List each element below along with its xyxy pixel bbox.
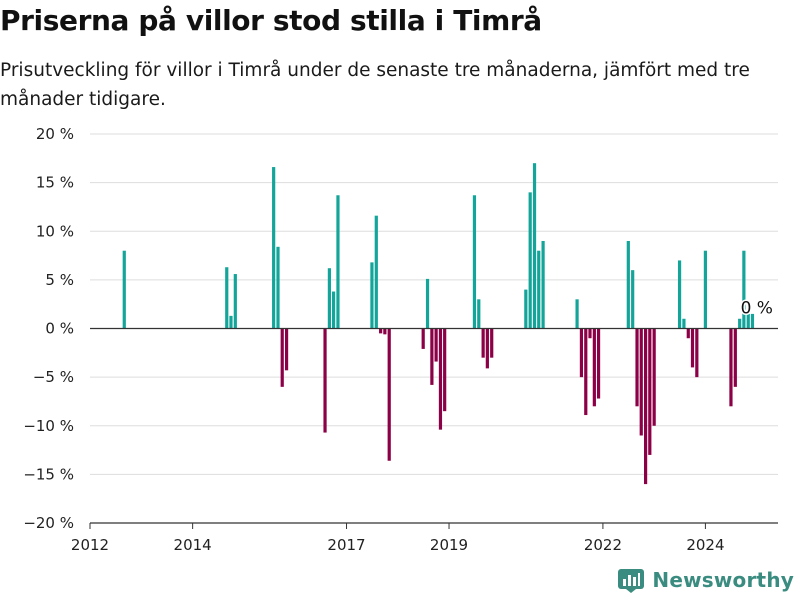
bar xyxy=(443,328,447,412)
x-tick-label: 2014 xyxy=(174,536,212,554)
tick-labels: 20 % 15 % 10 % 5 % 0 % −5 % −10 % −15 % −20 % 201… xyxy=(23,125,724,554)
bar xyxy=(272,167,276,329)
chart-subtitle: Prisutveckling för villor i Timrå under … xyxy=(0,60,750,110)
bar xyxy=(677,260,682,329)
y-tick-label: −15 % xyxy=(23,465,74,483)
bar xyxy=(229,315,233,329)
y-tick-label: 0 % xyxy=(45,320,74,338)
y-tick-label: −20 % xyxy=(23,514,74,532)
bar xyxy=(592,328,596,407)
bar xyxy=(374,215,378,329)
chart-title: Priserna på villor stod stilla i Timrå xyxy=(0,4,542,37)
y-tick-label: 15 % xyxy=(36,174,74,192)
bar xyxy=(626,240,630,329)
bar xyxy=(682,318,686,329)
bar xyxy=(703,250,708,329)
bar xyxy=(370,262,374,329)
bar xyxy=(575,299,579,329)
bar xyxy=(648,328,652,455)
bar xyxy=(541,240,545,329)
bar xyxy=(635,328,639,407)
bar xyxy=(481,328,485,358)
bar xyxy=(596,328,601,399)
gridlines xyxy=(90,133,778,475)
bar xyxy=(379,328,383,334)
bar xyxy=(584,328,588,416)
bar xyxy=(695,328,699,378)
bar xyxy=(421,328,425,349)
bar xyxy=(472,195,477,329)
bar xyxy=(690,328,695,368)
bar xyxy=(644,328,648,485)
bar xyxy=(276,246,280,329)
bar xyxy=(528,192,532,329)
bar xyxy=(383,328,387,335)
bar xyxy=(225,267,229,329)
bar xyxy=(323,328,327,433)
bar xyxy=(477,299,481,329)
y-tick-label: 5 % xyxy=(45,271,74,289)
bar xyxy=(233,274,237,329)
bar xyxy=(729,328,733,407)
bar xyxy=(686,328,690,339)
x-tick-label: 2024 xyxy=(686,536,724,554)
bar xyxy=(588,328,592,339)
bar xyxy=(327,268,331,329)
y-tick-label: −5 % xyxy=(33,368,74,386)
bar-chart: 20 % 15 % 10 % 5 % 0 % −5 % −10 % −15 % −20 % 201… xyxy=(23,125,778,554)
bar xyxy=(387,328,391,461)
bar xyxy=(485,328,489,369)
bar xyxy=(742,250,746,329)
x-tick-label: 2017 xyxy=(327,536,365,554)
bar xyxy=(280,328,284,387)
bar xyxy=(434,328,438,362)
bar xyxy=(438,328,443,430)
bar xyxy=(579,328,584,378)
bar xyxy=(430,328,434,385)
bar xyxy=(122,250,126,329)
bar xyxy=(490,328,494,358)
bar-chart-logo-icon xyxy=(618,569,645,593)
x-tick-label: 2022 xyxy=(584,536,622,554)
bar xyxy=(537,250,541,329)
bar xyxy=(738,318,742,329)
bar xyxy=(750,313,755,329)
y-tick-label: 10 % xyxy=(36,222,74,240)
bar xyxy=(332,291,336,329)
y-tick-label: 20 % xyxy=(36,125,74,143)
y-tick-label: −10 % xyxy=(23,417,74,435)
bar xyxy=(524,289,528,329)
x-tick-label: 2019 xyxy=(430,536,468,554)
brand-name: Newsworthy xyxy=(652,568,794,592)
axes xyxy=(89,327,778,529)
bar xyxy=(336,195,340,329)
bar xyxy=(631,270,635,329)
bar xyxy=(746,313,750,329)
bar xyxy=(652,328,656,426)
bar xyxy=(639,328,643,436)
bar xyxy=(425,278,430,329)
bar xyxy=(532,163,537,329)
latest-value-label: 0 % xyxy=(741,299,773,319)
bar xyxy=(284,328,289,371)
newsworthy-brand: Newsworthy xyxy=(618,564,794,596)
x-tick-label: 2012 xyxy=(71,536,109,554)
bars xyxy=(122,163,755,485)
annotations: 0 % xyxy=(739,297,774,320)
bar xyxy=(733,328,737,387)
